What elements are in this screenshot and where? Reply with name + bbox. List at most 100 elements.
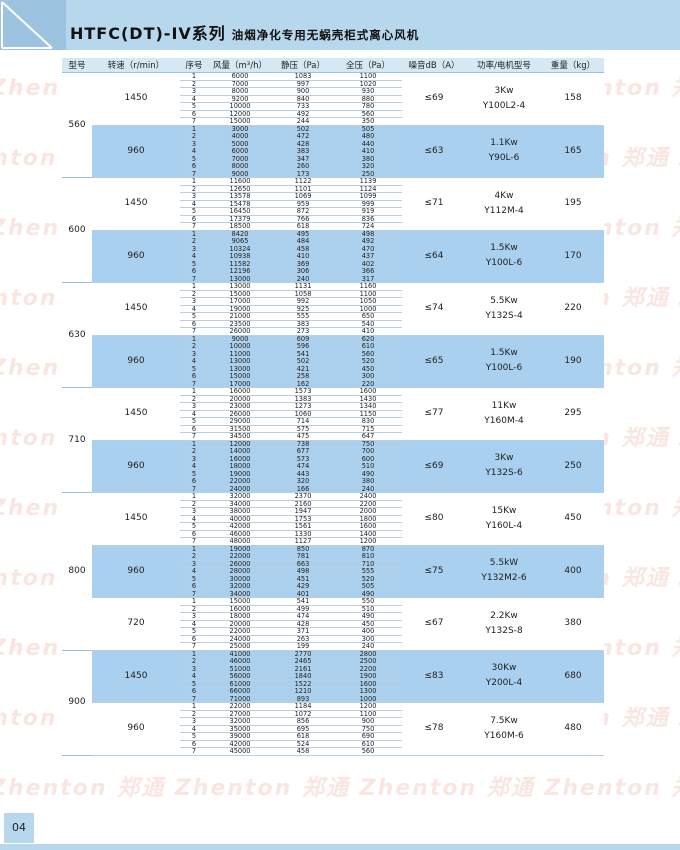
airflow-cell: 16000	[208, 387, 272, 396]
power-value: 7.5Kw	[490, 715, 518, 726]
index-cell: 7	[180, 747, 208, 756]
static-pressure-cell: 1058	[272, 290, 334, 298]
table-row: 6 23500 383 540	[62, 320, 604, 328]
airflow-cell: 42000	[208, 522, 272, 531]
index-cell: 2	[180, 500, 208, 508]
total-pressure-cell: 750	[334, 440, 402, 448]
index-cell: 7	[180, 695, 208, 703]
noise-cell: ≤78	[402, 702, 466, 756]
total-pressure-cell: 505	[334, 125, 402, 133]
header-model: 型号	[62, 58, 92, 73]
static-pressure-cell: 2770	[272, 650, 334, 658]
total-pressure-cell: 520	[334, 575, 402, 583]
table-row: 2 20000 1383 1430	[62, 395, 604, 403]
speed-cell: 1450	[92, 177, 180, 231]
static-pressure-cell: 1131	[272, 282, 334, 291]
total-pressure-cell: 830	[334, 417, 402, 426]
table-row: 7 34000 401 490	[62, 590, 604, 598]
index-cell: 4	[180, 252, 208, 261]
airflow-cell: 11000	[208, 350, 272, 358]
total-pressure-cell: 437	[334, 252, 402, 261]
total-pressure-cell: 750	[334, 725, 402, 733]
static-pressure-cell: 2465	[272, 657, 334, 666]
motor-model: Y100L-6	[485, 258, 523, 269]
speed-cell: 1450	[92, 650, 180, 703]
table-row: 4 19000 925 1000	[62, 305, 604, 313]
static-pressure-cell: 677	[272, 447, 334, 456]
motor-model: Y160M-4	[484, 415, 524, 426]
power-motor-cell: 2.2Kw Y132S-8	[466, 597, 542, 651]
header-band	[0, 0, 680, 50]
total-pressure-cell: 647	[334, 432, 402, 441]
total-pressure-cell: 560	[334, 110, 402, 118]
motor-model: Y132S-4	[485, 310, 523, 321]
table-row: 2 34000 2160 2200	[62, 500, 604, 508]
page-number-box: 04	[4, 813, 34, 843]
airflow-cell: 66000	[208, 687, 272, 696]
static-pressure-cell: 458	[272, 245, 334, 253]
table-row: 7 48000 1127 1200	[62, 537, 604, 546]
power-value: 30Kw	[491, 663, 517, 674]
index-cell: 4	[180, 200, 208, 208]
index-cell: 5	[180, 522, 208, 531]
table-row: 5 11582 369 402	[62, 260, 604, 268]
index-cell: 6	[180, 425, 208, 433]
airflow-cell: 10000	[208, 102, 272, 111]
total-pressure-cell: 2200	[334, 500, 402, 508]
total-pressure-cell: 600	[334, 455, 402, 463]
total-pressure-cell: 520	[334, 357, 402, 366]
index-cell: 2	[180, 290, 208, 298]
static-pressure-cell: 428	[272, 140, 334, 148]
static-pressure-cell: 273	[272, 327, 334, 336]
static-pressure-cell: 959	[272, 200, 334, 208]
noise-cell: ≤71	[402, 177, 466, 231]
static-pressure-cell: 421	[272, 365, 334, 373]
airflow-cell: 15000	[208, 290, 272, 298]
table-row: 7 17000 162 220	[62, 380, 604, 388]
power-value: 5.5kW	[489, 558, 519, 569]
table-row: 6 22000 320 380	[62, 477, 604, 486]
total-pressure-cell: 900	[334, 717, 402, 726]
index-cell: 1	[180, 335, 208, 343]
airflow-cell: 13000	[208, 357, 272, 366]
static-pressure-cell: 472	[272, 132, 334, 141]
table-row: 5 21000 555 650	[62, 312, 604, 321]
index-cell: 1	[180, 387, 208, 396]
index-cell: 5	[180, 155, 208, 163]
motor-model: Y200L-4	[485, 678, 523, 689]
motor-model: Y160M-6	[484, 730, 524, 741]
table-row: 960 1 19000 850 870 ≤75 5.5kW Y132M2-6 400	[62, 545, 604, 598]
index-cell: 6	[180, 582, 208, 591]
model-cell: 710	[62, 387, 92, 493]
total-pressure-cell: 1900	[334, 672, 402, 681]
airflow-cell: 8420	[208, 230, 272, 238]
total-pressure-cell: 450	[334, 620, 402, 628]
total-pressure-cell: 317	[334, 275, 402, 283]
total-pressure-cell: 550	[334, 597, 402, 606]
table-row: 2 15000 1058 1100	[62, 290, 604, 298]
static-pressure-cell: 458	[272, 747, 334, 756]
airflow-cell: 15000	[208, 597, 272, 606]
total-pressure-cell: 492	[334, 237, 402, 246]
table-row: 5 13000 421 450	[62, 365, 604, 373]
index-cell: 2	[180, 710, 208, 718]
speed-cell: 960	[92, 125, 180, 178]
airflow-cell: 13578	[208, 192, 272, 201]
table-row: 600 1450 1 11600 1122 1139 ≤71 4Kw Y112M-4 195	[62, 177, 604, 283]
index-cell: 3	[180, 140, 208, 148]
title-sub: 油烟净化专用无蜗壳柜式离心风机	[231, 28, 420, 42]
noise-cell: ≤69	[402, 440, 466, 493]
static-pressure-cell: 401	[272, 590, 334, 598]
static-pressure-cell: 1753	[272, 515, 334, 523]
index-cell: 1	[180, 282, 208, 291]
airflow-cell: 26000	[208, 327, 272, 336]
static-pressure-cell: 1383	[272, 395, 334, 403]
noise-cell: ≤77	[402, 387, 466, 441]
index-cell: 3	[180, 350, 208, 358]
table-row: 7 9000 173 250	[62, 170, 604, 178]
static-pressure-cell: 162	[272, 380, 334, 388]
static-pressure-cell: 738	[272, 440, 334, 448]
airflow-cell: 15000	[208, 117, 272, 126]
index-cell: 7	[180, 485, 208, 493]
static-pressure-cell: 840	[272, 95, 334, 103]
